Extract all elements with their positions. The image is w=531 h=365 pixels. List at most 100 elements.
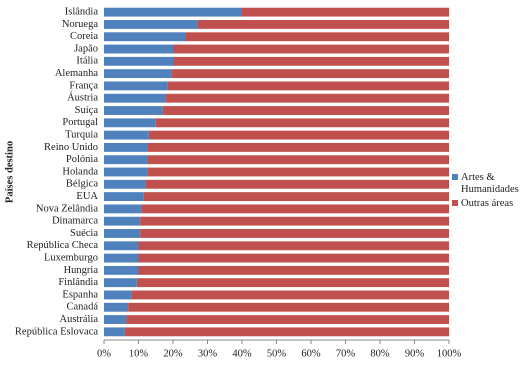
legend-label: Artes & Humanidades — [461, 172, 519, 195]
legend-item: Artes & Humanidades — [452, 172, 528, 196]
x-tick-label: 50% — [267, 348, 287, 359]
legend-item: Outras áreas — [452, 198, 528, 210]
y-tick-label: Coreia — [70, 31, 98, 42]
bar-segment — [104, 278, 137, 288]
y-tick-label: Portugal — [62, 117, 98, 128]
bar-segment — [104, 265, 139, 275]
bar-segment — [104, 56, 173, 66]
bar-segment — [147, 167, 449, 177]
bar-segment — [138, 241, 449, 251]
y-axis-label: Países destino — [4, 141, 15, 203]
bar-segment — [128, 302, 449, 312]
bar-segment — [104, 93, 167, 103]
legend-label: Outras áreas — [461, 198, 514, 209]
y-tick-label: Austrália — [60, 314, 99, 325]
bar-segment — [104, 253, 139, 263]
y-tick-label: EUA — [76, 191, 98, 202]
y-tick-label: Turquia — [65, 130, 98, 141]
bar-segment — [104, 216, 141, 226]
y-tick-label: Itália — [76, 56, 98, 67]
bar-segment — [126, 315, 450, 324]
x-tick-label: 10% — [129, 348, 149, 359]
y-tick-label: Áustria — [67, 92, 98, 104]
bar-segment — [166, 93, 449, 103]
bar-segment — [162, 106, 449, 115]
bar-segment — [104, 327, 125, 337]
x-tick-label: 70% — [336, 348, 356, 359]
bar-segment — [147, 142, 449, 152]
bar-segment — [104, 302, 129, 312]
bar-segment — [140, 216, 449, 226]
y-tick-label: Reino Unido — [44, 142, 98, 153]
bar-segment — [104, 192, 144, 202]
bar-segment — [104, 290, 132, 300]
bar-segment — [104, 118, 156, 128]
bar-segment — [104, 7, 242, 17]
bar-segment — [141, 204, 449, 214]
bar-segment — [148, 130, 449, 140]
y-tick-label: Hungria — [64, 265, 99, 276]
y-tick-label: República Checa — [27, 240, 99, 251]
x-tick-label: 100% — [437, 348, 462, 359]
y-tick-label: Luxemburgo — [44, 252, 98, 263]
y-tick-label: Bélgica — [66, 179, 98, 190]
x-tick-label: 80% — [370, 348, 390, 359]
bar-segment — [167, 81, 449, 91]
y-tick-label: Suécia — [70, 228, 98, 239]
legend-swatch — [452, 174, 458, 180]
bar-segment — [104, 20, 198, 29]
y-tick-label: Suíça — [75, 105, 99, 116]
y-tick-label: Islândia — [65, 7, 99, 18]
bar-segment — [131, 290, 449, 300]
y-tick-label: Alemanha — [55, 68, 98, 79]
y-tick-label: Espanha — [62, 289, 98, 300]
bar-segment — [104, 130, 149, 140]
bar-segment — [242, 7, 449, 17]
bar-segment — [104, 44, 173, 54]
bar-segment — [145, 179, 449, 189]
bar-segment — [143, 192, 450, 202]
bar-segment — [104, 241, 139, 251]
x-tick-label: 30% — [198, 348, 218, 359]
y-tick-label: Japão — [74, 43, 98, 54]
bar-segment — [124, 327, 449, 337]
y-tick-label: Finlândia — [58, 277, 98, 288]
x-tick-label: 90% — [405, 348, 425, 359]
bar-segment — [173, 56, 449, 66]
y-tick-label: Polónia — [66, 154, 98, 165]
bar-segment — [104, 179, 146, 189]
bar-segment — [104, 32, 186, 42]
bar-segment — [140, 229, 449, 238]
bar-segment — [197, 20, 449, 29]
bar-segment — [104, 315, 127, 324]
x-tick-label: 60% — [301, 348, 321, 359]
x-tick-label: 20% — [163, 348, 183, 359]
x-tick-label: 0% — [97, 348, 111, 359]
bar-segment — [104, 106, 163, 115]
y-tick-label: Dinamarca — [52, 216, 98, 227]
bar-segment — [171, 69, 449, 79]
bar-segment — [138, 253, 449, 263]
y-tick-label: França — [69, 80, 98, 91]
y-tick-label: República Eslovaca — [15, 326, 98, 337]
legend-swatch — [452, 200, 458, 206]
bar-segment — [155, 118, 449, 128]
bar-segment — [104, 229, 141, 238]
bar-segment — [138, 265, 449, 275]
y-tick-label: Canadá — [67, 302, 99, 313]
bar-segment — [136, 278, 449, 288]
y-tick-label: Noruega — [62, 19, 98, 30]
bar-segment — [104, 167, 148, 177]
bar-segment — [104, 81, 168, 91]
bar-segment — [104, 155, 148, 165]
bar-segment — [173, 44, 449, 54]
x-tick-label: 40% — [232, 348, 252, 359]
bar-segment — [147, 155, 449, 165]
y-tick-label: Holanda — [62, 166, 98, 177]
bar-segment — [104, 142, 148, 152]
bar-segment — [185, 32, 449, 42]
bar-segment — [104, 204, 142, 214]
bar-segment — [104, 69, 172, 79]
